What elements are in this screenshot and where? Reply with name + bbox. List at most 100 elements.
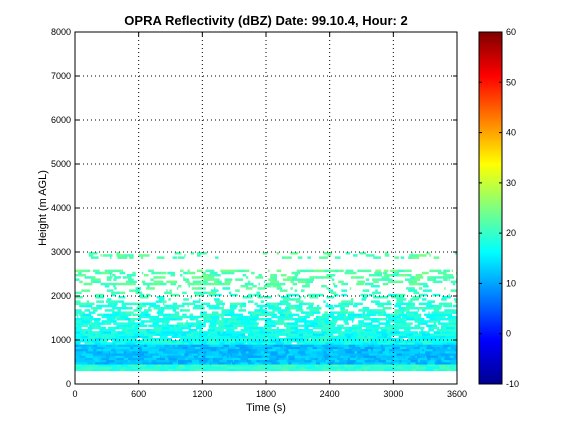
reflectivity-cell [164,364,171,367]
reflectivity-cell [146,320,154,323]
reflectivity-cell [390,269,398,273]
reflectivity-cell [267,331,272,334]
reflectivity-cell [433,322,437,325]
reflectivity-cell [228,344,236,347]
reflectivity-cell [364,282,367,286]
reflectivity-cell [448,293,450,297]
reflectivity-cell [173,324,177,328]
reflectivity-cell [294,357,302,361]
reflectivity-cell [259,359,266,363]
reflectivity-cell [112,302,116,306]
reflectivity-cell [132,254,134,257]
reflectivity-cell [182,346,188,350]
reflectivity-cell [97,322,99,325]
reflectivity-cell [202,274,209,277]
reflectivity-cell [165,357,167,361]
x-axis-ticks: 0 600 1200 1800 2400 3000 3600 [72,32,467,399]
reflectivity-cell [208,331,213,334]
reflectivity-cell [158,298,165,301]
reflectivity-cell [104,304,112,308]
reflectivity-cell [149,318,151,321]
reflectivity-cell [162,359,170,363]
reflectivity-cell [309,348,317,352]
reflectivity-cell [256,359,260,363]
reflectivity-cell [170,324,174,328]
reflectivity-cell [239,304,245,308]
reflectivity-cell [228,340,233,343]
reflectivity-cell [121,302,127,306]
reflectivity-cell [400,296,405,299]
reflectivity-cell [237,269,246,273]
reflectivity-cell [317,269,325,273]
reflectivity-cell [424,348,433,352]
reflectivity-cell [303,337,307,341]
reflectivity-cell [389,320,393,323]
reflectivity-cell [342,351,346,354]
reflectivity-cell [96,300,102,303]
reflectivity-cell [232,309,235,312]
reflectivity-cell [400,302,404,306]
reflectivity-cell [306,302,315,306]
reflectivity-cell [402,302,412,306]
reflectivity-cell [426,366,430,369]
reflectivity-cell [405,355,410,358]
reflectivity-cell [79,355,86,358]
reflectivity-cell [247,359,252,363]
reflectivity-cell [130,346,134,350]
reflectivity-cell [407,274,412,277]
reflectivity-cell [234,313,243,317]
reflectivity-cell [338,331,344,334]
reflectivity-cell [219,351,223,354]
reflectivity-cell [337,366,341,369]
reflectivity-cell [276,329,286,332]
reflectivity-cell [227,329,230,332]
reflectivity-cell [126,307,129,310]
reflectivity-cell [106,278,112,281]
reflectivity-cell [168,362,173,365]
reflectivity-cell [251,359,257,363]
reflectivity-cell [258,348,267,352]
reflectivity-cell [377,337,380,341]
reflectivity-cell [430,353,438,356]
reflectivity-cell [287,340,291,343]
reflectivity-cell [207,315,211,319]
reflectivity-cell [292,271,301,275]
reflectivity-cell [223,346,233,350]
reflectivity-cell [406,322,413,325]
reflectivity-cell [340,309,349,312]
reflectivity-cell [340,366,345,369]
reflectivity-cell [264,252,268,255]
reflectivity-cell [140,322,145,325]
reflectivity-cell [246,329,252,332]
reflectivity-cell [163,320,170,323]
reflectivity-cell [356,282,364,286]
reflectivity-cell [247,293,253,297]
reflectivity-cell [290,252,299,255]
reflectivity-cell [421,337,429,341]
reflectivity-cell [414,335,424,339]
reflectivity-cell [114,287,117,290]
reflectivity-cell [396,300,404,303]
reflectivity-cell [396,366,400,369]
reflectivity-cell [235,366,243,369]
reflectivity-cell [269,366,278,369]
reflectivity-cell [188,342,194,345]
reflectivity-cell [348,344,356,347]
reflectivity-cell [409,254,419,257]
reflectivity-cell [261,342,265,345]
reflectivity-cell [280,320,285,323]
reflectivity-cell [430,320,440,323]
reflectivity-cell [232,333,239,336]
reflectivity-cell [171,335,178,339]
reflectivity-cell [229,357,233,361]
reflectivity-cell [83,282,93,286]
reflectivity-cell [310,337,317,341]
reflectivity-cell [328,313,332,317]
reflectivity-cell [293,333,300,336]
reflectivity-cell [219,366,228,369]
reflectivity-cell [426,315,433,319]
reflectivity-cell [337,313,346,317]
reflectivity-cell [346,362,355,365]
reflectivity-cell [340,340,345,343]
reflectivity-cell [163,348,166,352]
